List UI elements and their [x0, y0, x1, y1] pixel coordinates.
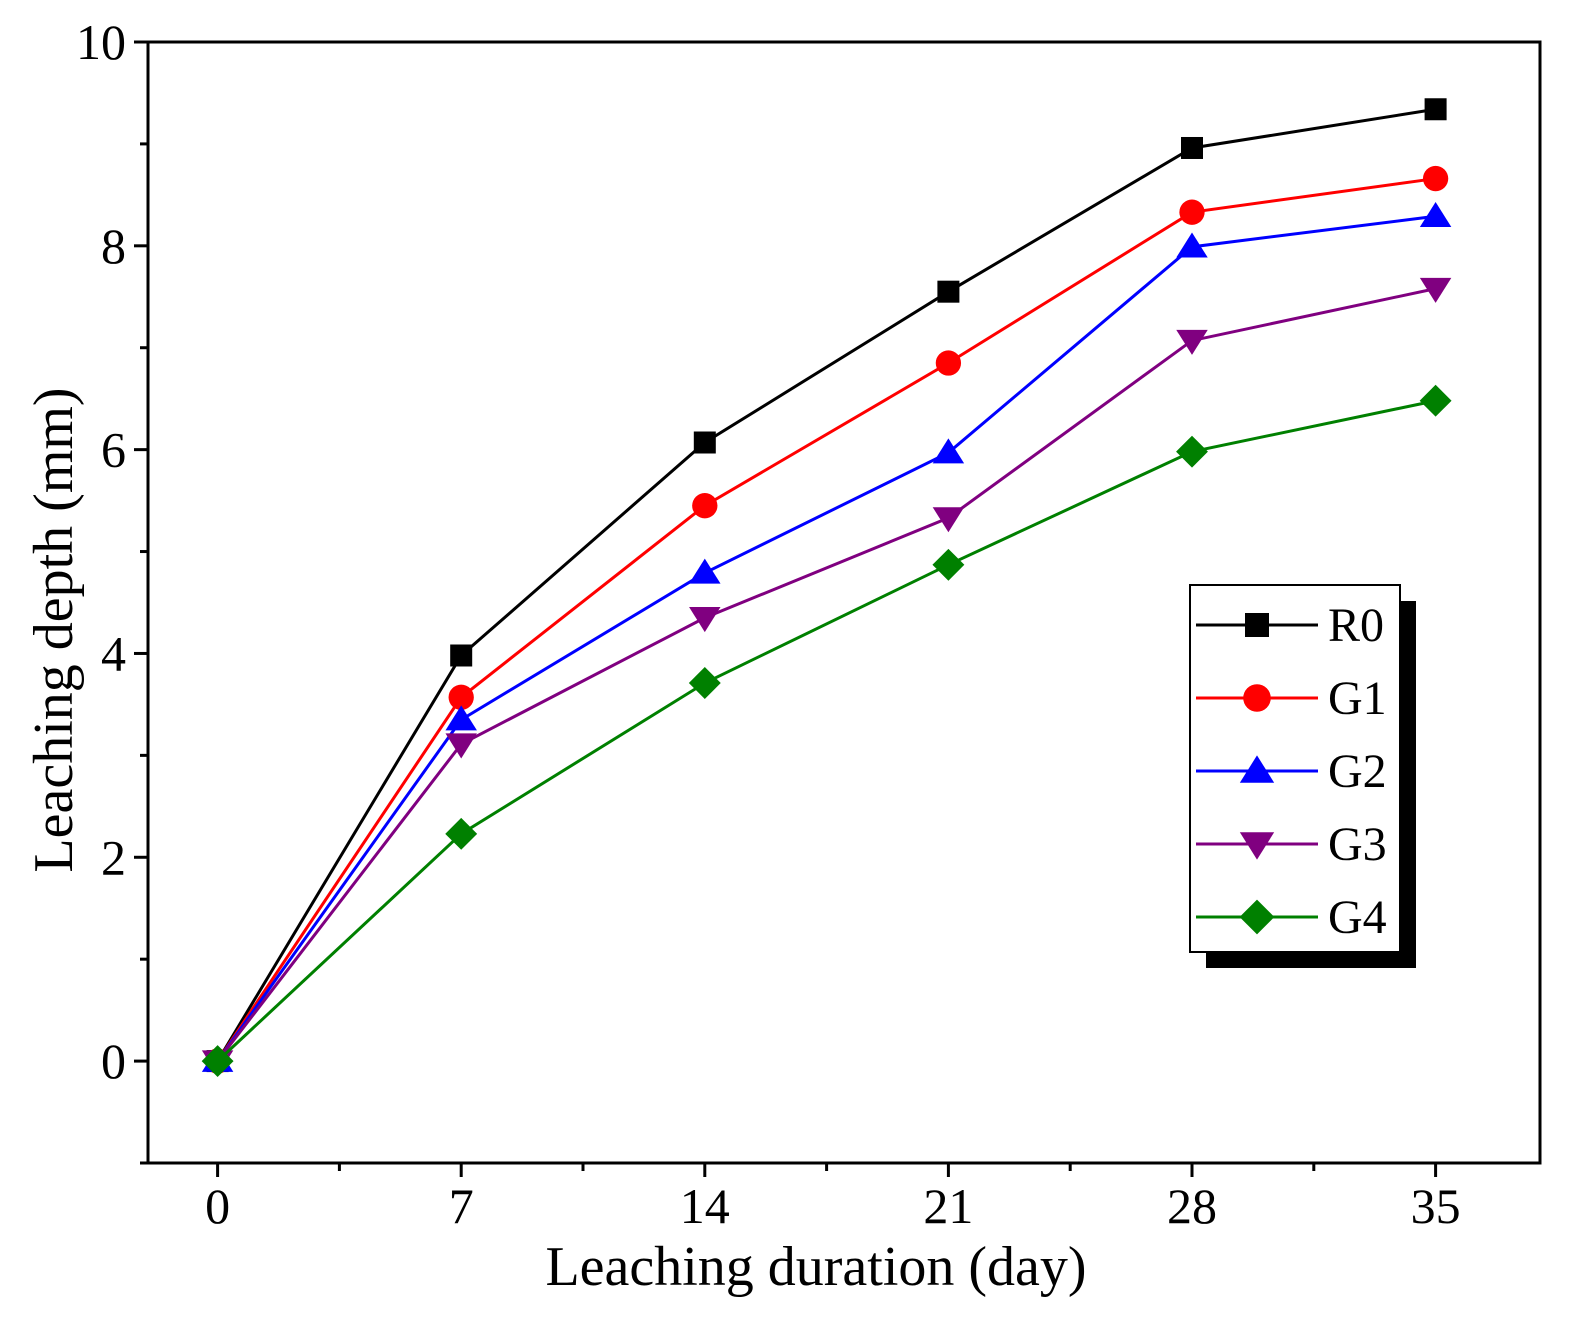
x-axis-title: Leaching duration (day) — [545, 1236, 1086, 1298]
marker-triangle-down — [1239, 832, 1275, 860]
marker-circle — [448, 684, 474, 710]
marker-square — [693, 431, 716, 454]
legend: R0 G1 G2 G3 G4 — [1189, 584, 1416, 968]
legend-box — [1189, 584, 1401, 953]
y-tick-label: 6 — [101, 422, 126, 478]
x-tick-label: 7 — [449, 1178, 474, 1234]
y-axis: 0 2 4 6 8 10 — [76, 14, 148, 1165]
marker-triangle-down — [1419, 277, 1452, 303]
marker-square — [937, 280, 960, 303]
series-line — [216, 177, 1436, 1062]
marker-square — [1181, 136, 1203, 159]
marker-square — [1424, 98, 1447, 121]
marker-triangle-up — [445, 705, 477, 731]
marker-circle — [692, 493, 718, 519]
plot-area — [146, 40, 1542, 1165]
marker-circle — [1422, 165, 1449, 192]
legend-item-g4: G4 — [1196, 891, 1387, 944]
y-tick-label: 2 — [101, 829, 126, 885]
y-tick-label: 10 — [76, 14, 126, 70]
marker-square — [450, 644, 473, 667]
y-tick-label: 4 — [101, 625, 126, 681]
y-tick-label: 0 — [101, 1033, 126, 1089]
series-line — [216, 107, 1436, 1062]
marker-triangle-up — [689, 558, 721, 584]
marker-diamond — [1239, 899, 1275, 935]
x-tick-label: 28 — [1167, 1178, 1217, 1234]
series-g3 — [201, 277, 1452, 1076]
marker-circle — [1179, 199, 1205, 225]
marker-diamond — [932, 548, 965, 581]
legend-label: G3 — [1328, 818, 1387, 871]
legend-label: G1 — [1328, 672, 1387, 725]
x-axis: 0 7 14 21 28 35 — [205, 1163, 1461, 1234]
x-tick-label: 35 — [1411, 1178, 1461, 1234]
marker-triangle-up — [1239, 755, 1275, 783]
marker-triangle-up — [1176, 232, 1208, 258]
series-line — [216, 399, 1436, 1063]
y-axis-title: Leaching depth (mm) — [23, 387, 85, 872]
marker-triangle-down — [689, 607, 721, 633]
marker-circle — [1243, 684, 1271, 712]
legend-item-g1: G1 — [1196, 672, 1387, 725]
legend-label: R0 — [1328, 599, 1384, 652]
marker-triangle-down — [1176, 329, 1208, 355]
marker-diamond — [1419, 384, 1452, 417]
series-line — [216, 214, 1436, 1062]
series-g4 — [201, 384, 1452, 1078]
marker-diamond — [1176, 435, 1208, 468]
marker-diamond — [201, 1045, 234, 1078]
marker-triangle-up — [932, 438, 965, 464]
marker-triangle-down — [932, 507, 965, 533]
series-layer — [201, 98, 1452, 1078]
x-tick-label: 14 — [680, 1178, 730, 1234]
x-tick-label: 21 — [923, 1178, 973, 1234]
plot-frame — [146, 40, 1542, 1165]
legend-label: G2 — [1328, 745, 1387, 798]
marker-triangle-up — [1419, 201, 1452, 227]
legend-item-g2: G2 — [1196, 745, 1387, 798]
marker-circle — [935, 350, 962, 376]
marker-diamond — [445, 817, 478, 850]
marker-square — [1245, 613, 1269, 637]
legend-label: G4 — [1328, 891, 1387, 944]
marker-diamond — [688, 667, 721, 699]
x-tick-label: 0 — [205, 1178, 230, 1234]
series-line — [216, 287, 1436, 1063]
marker-triangle-down — [445, 733, 477, 759]
legend-item-r0: R0 — [1196, 599, 1384, 652]
y-tick-label: 8 — [101, 218, 126, 274]
legend-item-g3: G3 — [1196, 818, 1387, 871]
